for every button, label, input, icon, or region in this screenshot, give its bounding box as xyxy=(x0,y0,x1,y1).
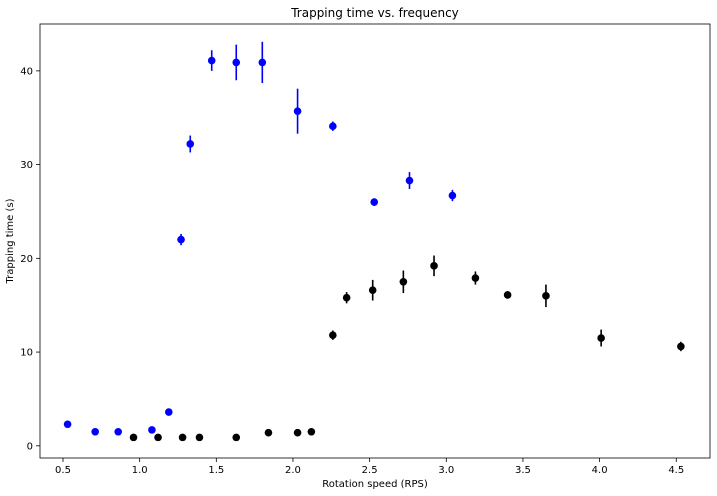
data-point xyxy=(293,107,302,115)
data-point xyxy=(232,433,241,442)
data-point xyxy=(342,293,351,302)
data-point xyxy=(177,235,185,244)
data-point xyxy=(399,277,408,286)
data-point xyxy=(370,198,379,206)
x-tick-label: 0.5 xyxy=(55,465,71,476)
data-point xyxy=(368,286,377,295)
x-tick-label: 3.5 xyxy=(515,465,531,476)
data-point xyxy=(148,426,156,434)
data-point xyxy=(542,292,550,300)
data-point xyxy=(232,58,241,67)
data-point xyxy=(129,433,138,442)
x-axis-title: Rotation speed (RPS) xyxy=(322,479,428,490)
x-tick-label: 2.0 xyxy=(285,465,301,476)
x-axis: 0.5 1.0 1.5 2.0 2.5 3.0 3.5 4.0 4.5 xyxy=(55,458,684,476)
data-point xyxy=(405,176,414,185)
data-point xyxy=(597,334,605,342)
data-point xyxy=(207,56,216,65)
y-tick-label: 30 xyxy=(20,160,33,171)
data-point xyxy=(63,420,72,429)
data-points xyxy=(63,41,685,442)
y-axis: 0 10 20 30 40 xyxy=(20,66,40,452)
x-tick-label: 1.5 xyxy=(208,465,224,476)
data-point xyxy=(258,58,267,67)
data-point xyxy=(677,342,685,351)
data-point xyxy=(471,274,480,282)
data-point xyxy=(329,331,337,340)
x-tick-label: 4.0 xyxy=(592,465,608,476)
x-tick-label: 1.0 xyxy=(132,465,148,476)
data-point xyxy=(503,291,512,299)
plot-area xyxy=(39,23,711,459)
data-point xyxy=(178,433,187,442)
data-point xyxy=(195,433,204,442)
data-point xyxy=(448,191,457,200)
y-tick-label: 10 xyxy=(20,348,33,359)
data-point xyxy=(293,428,302,437)
y-tick-label: 0 xyxy=(27,441,33,452)
data-point xyxy=(91,427,99,436)
chart-title: Trapping time vs. frequency xyxy=(290,6,459,20)
data-point xyxy=(186,140,195,148)
y-tick-label: 20 xyxy=(20,254,33,265)
x-tick-label: 3.0 xyxy=(438,465,454,476)
data-point xyxy=(154,433,162,442)
x-tick-label: 2.5 xyxy=(362,465,378,476)
y-axis-title: Trapping time (s) xyxy=(5,198,16,284)
y-tick-label: 40 xyxy=(20,66,33,77)
data-point xyxy=(329,122,337,130)
x-tick-label: 4.5 xyxy=(668,465,684,476)
data-point xyxy=(264,428,273,437)
data-point xyxy=(114,427,122,436)
data-point xyxy=(307,427,316,436)
data-point xyxy=(164,408,173,416)
data-point xyxy=(430,262,438,270)
